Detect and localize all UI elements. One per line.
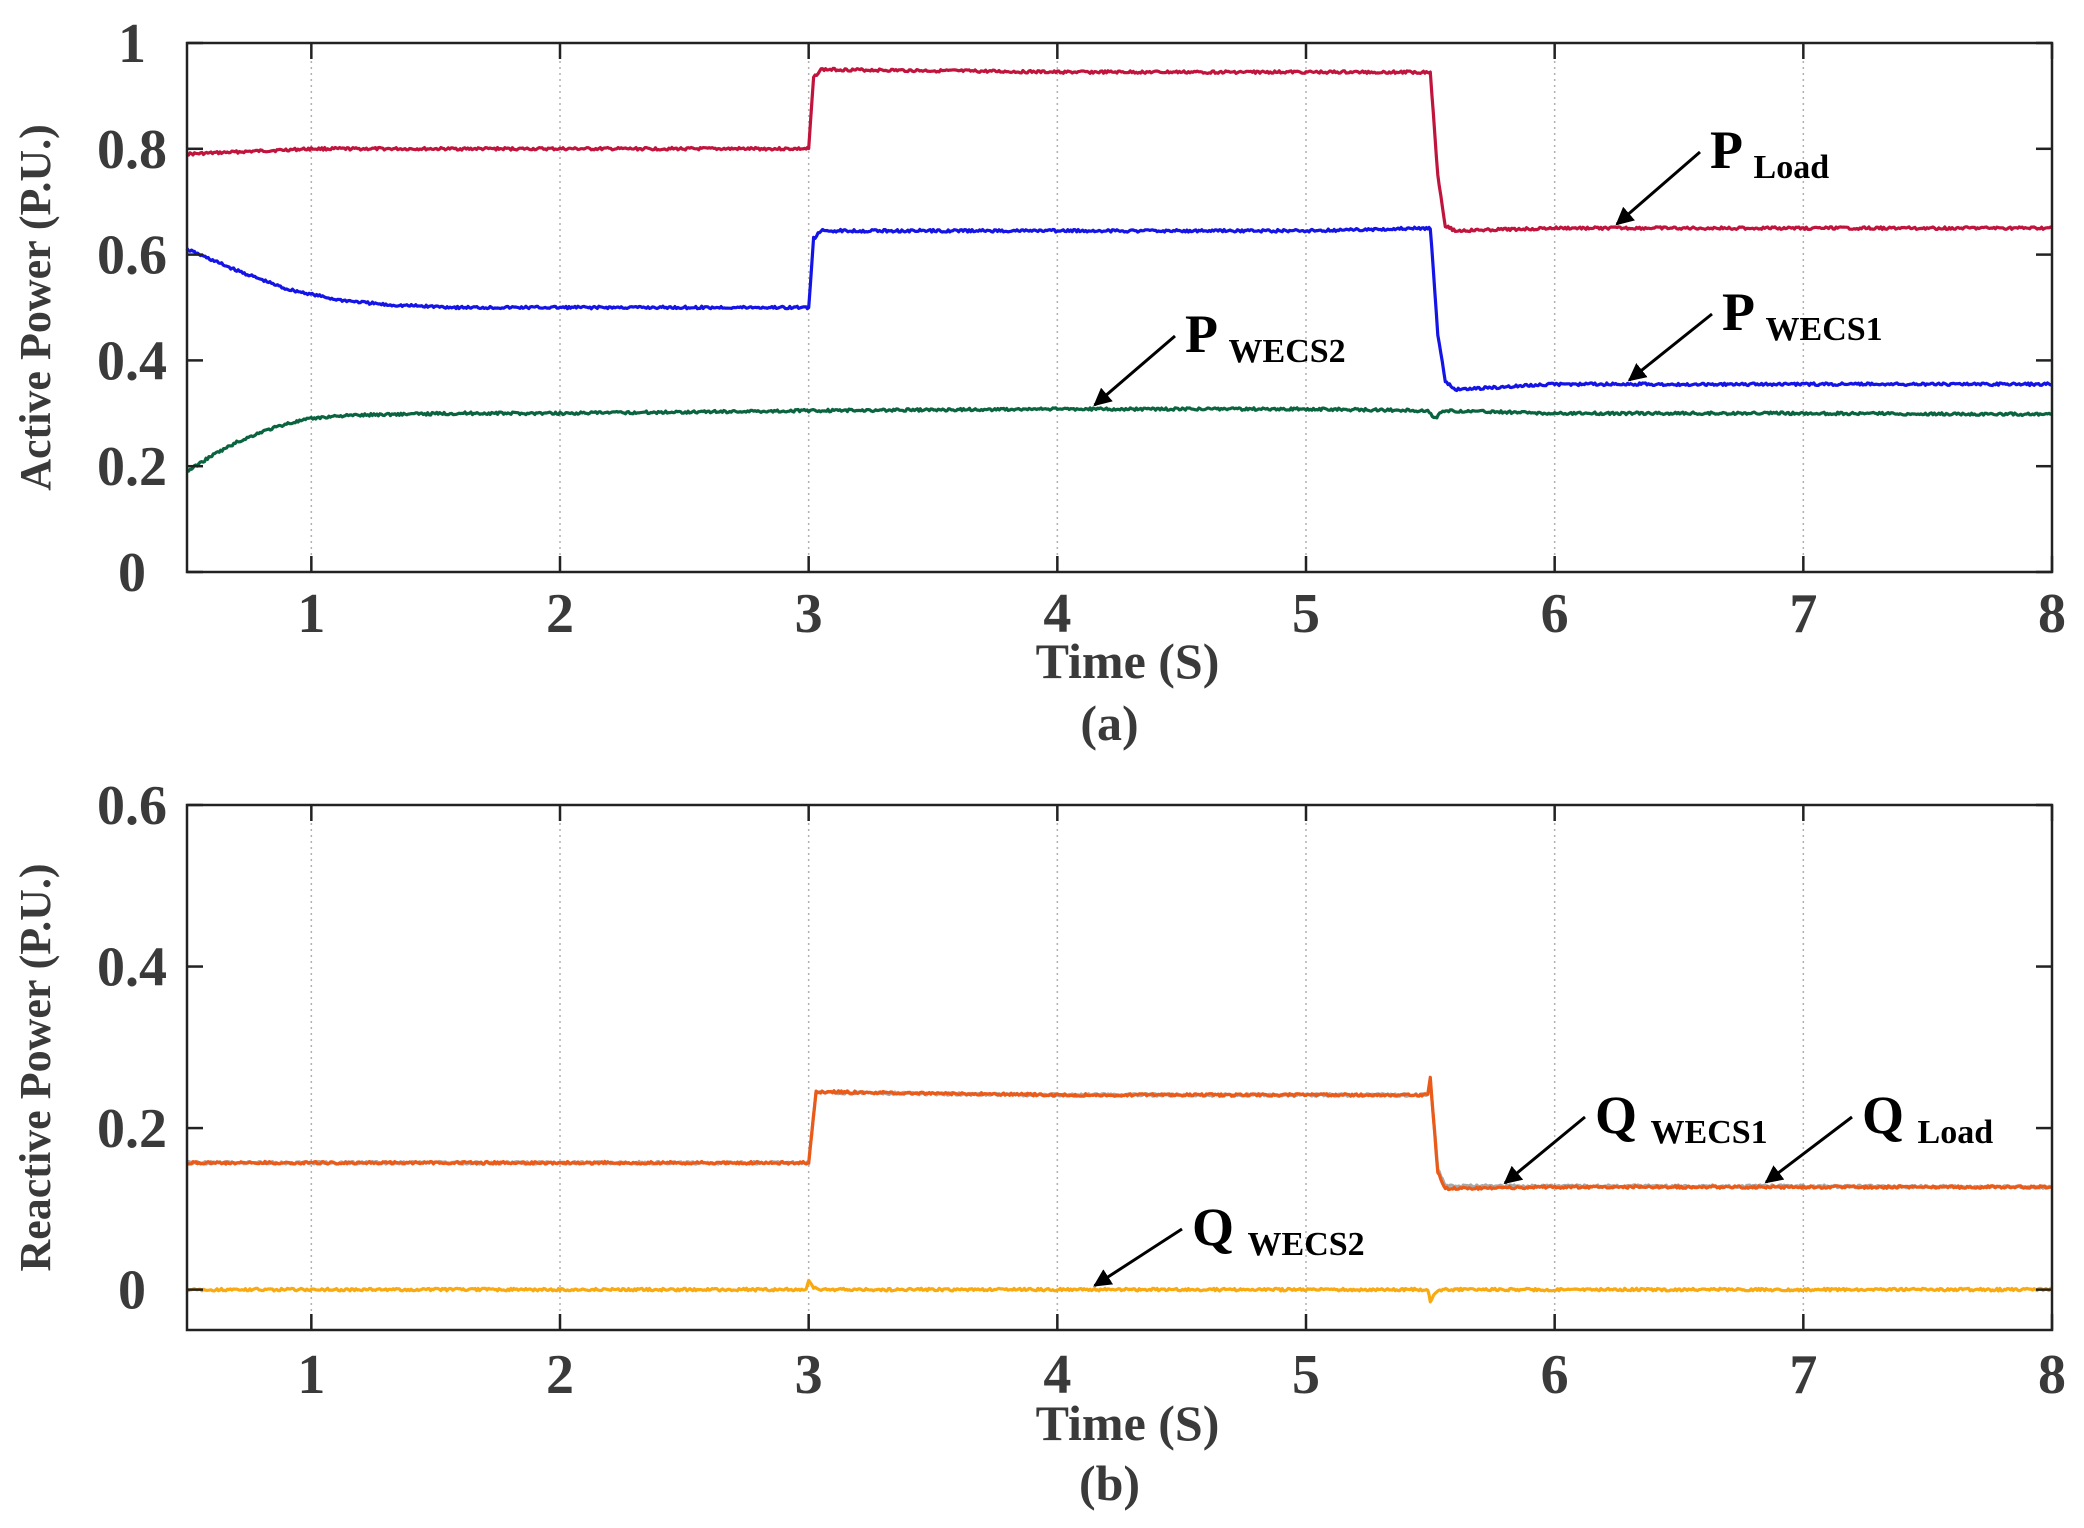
annotation-arrow bbox=[1615, 150, 1701, 226]
x-tick-label: 3 bbox=[795, 1344, 823, 1406]
plot-frame bbox=[185, 803, 2054, 1332]
annotation-label: P Load bbox=[1710, 120, 1829, 186]
annotation-label: P WECS2 bbox=[1185, 304, 1346, 370]
y-tick-label: 0.6 bbox=[97, 225, 167, 287]
y-axis-title: Reactive Power (P.U.) bbox=[11, 863, 60, 1271]
y-axis-title: Active Power (P.U.) bbox=[11, 124, 60, 491]
annotation-label: Q WECS1 bbox=[1595, 1085, 1768, 1151]
y-tick-label: 0.4 bbox=[97, 330, 167, 392]
y-tick-label: 0 bbox=[118, 542, 146, 604]
x-tick-label: 6 bbox=[1541, 1344, 1569, 1406]
series-line-p-wecs1 bbox=[185, 225, 2053, 393]
y-tick-label: 0.2 bbox=[97, 436, 167, 498]
x-tick-label: 7 bbox=[1789, 583, 1817, 645]
series-line-p-load bbox=[186, 66, 2053, 234]
panel-label: (a) bbox=[1080, 695, 1138, 751]
chart-panel-b: 1 2 3 4 5 6 7 8 0 0.2 0.4 0.6 Time (S) Reactive Power… bbox=[11, 775, 2066, 1511]
y-tick-label: 0.6 bbox=[97, 775, 167, 837]
annotation-arrow bbox=[1764, 1115, 1853, 1184]
x-tick-label: 2 bbox=[546, 583, 574, 645]
annotation-arrow bbox=[1627, 312, 1713, 382]
plot-frame bbox=[185, 41, 2054, 574]
x-tick-label: 5 bbox=[1292, 1344, 1320, 1406]
annotation-label: Q Load bbox=[1862, 1085, 1993, 1151]
series-line-q-wecs2 bbox=[185, 1278, 2053, 1304]
x-axis-title: Time (S) bbox=[1036, 633, 1220, 689]
y-tick-label: 0.4 bbox=[97, 937, 167, 999]
x-tick-label: 2 bbox=[546, 1344, 574, 1406]
x-tick-label: 7 bbox=[1789, 1344, 1817, 1406]
x-tick-label: 4 bbox=[1043, 1344, 1071, 1406]
x-tick-label: 1 bbox=[297, 583, 325, 645]
annotation-arrow bbox=[1093, 334, 1176, 407]
panel-label: (b) bbox=[1079, 1455, 1140, 1511]
series-line-p-wecs2 bbox=[186, 406, 2053, 473]
annotation-arrow bbox=[1503, 1115, 1586, 1185]
annotation-label: Q WECS2 bbox=[1192, 1197, 1365, 1263]
chart-panel-a: 1 2 3 4 5 6 7 8 0 0.2 0.4 0.6 0.8 1 Time (S) Active Pow… bbox=[11, 13, 2066, 751]
x-tick-label: 8 bbox=[2038, 583, 2066, 645]
annotation-arrow bbox=[1093, 1227, 1183, 1287]
y-tick-label: 0 bbox=[118, 1260, 146, 1322]
y-tick-label: 0.2 bbox=[97, 1098, 167, 1160]
x-tick-label: 5 bbox=[1292, 583, 1320, 645]
y-tick-label: 0.8 bbox=[97, 119, 167, 181]
x-tick-label: 3 bbox=[795, 583, 823, 645]
annotation-label: P WECS1 bbox=[1722, 282, 1883, 348]
x-tick-label: 4 bbox=[1043, 583, 1071, 645]
x-tick-label: 1 bbox=[297, 1344, 325, 1406]
x-tick-label: 6 bbox=[1541, 583, 1569, 645]
x-tick-label: 8 bbox=[2038, 1344, 2066, 1406]
x-axis-title: Time (S) bbox=[1036, 1395, 1220, 1451]
y-tick-label: 1 bbox=[118, 13, 146, 75]
series-line-q-wecs1 bbox=[186, 1075, 2053, 1192]
